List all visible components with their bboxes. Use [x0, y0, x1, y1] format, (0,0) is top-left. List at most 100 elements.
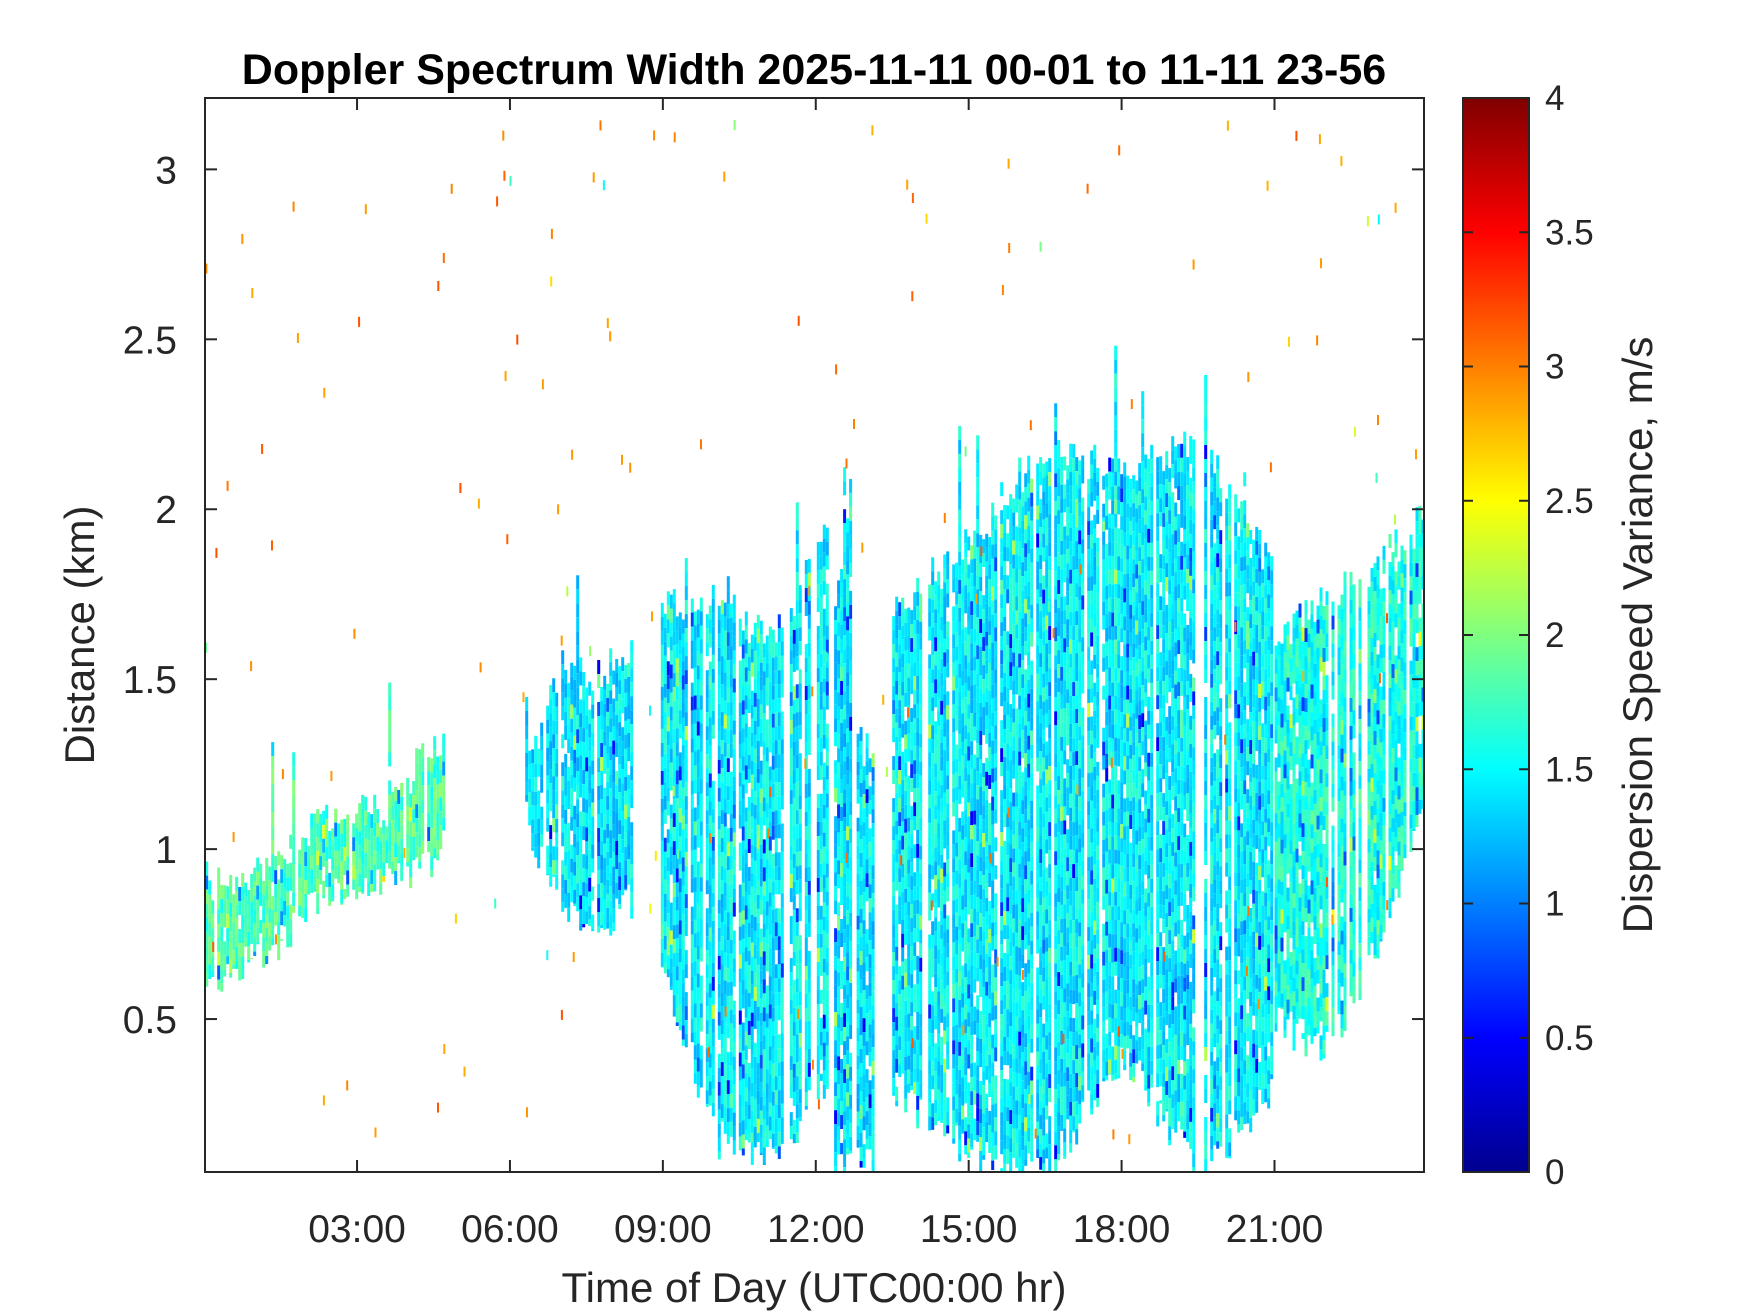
echo-cell [1039, 597, 1043, 612]
echo-cell [934, 693, 938, 708]
echo-cell [834, 872, 838, 887]
echo-cell [771, 825, 775, 840]
echo-cell [961, 923, 965, 938]
echo-cell [946, 803, 950, 818]
echo-cell [765, 1097, 769, 1112]
echo-cell [376, 837, 380, 851]
echo-cell [816, 584, 820, 598]
echo-cell [729, 1135, 733, 1137]
echo-cell [979, 913, 983, 927]
echo-cell [931, 795, 935, 810]
echo-cell [961, 713, 965, 728]
echo-cell [837, 1084, 841, 1099]
echo-cell [1036, 715, 1040, 730]
echo-cell [666, 871, 670, 886]
echo-cell [675, 994, 679, 1009]
echo-cell [946, 593, 950, 608]
echo-cell [573, 833, 577, 848]
echo-cell [741, 1092, 745, 1107]
echo-cell [690, 724, 694, 739]
echo-cell [717, 1123, 721, 1138]
echo-cell [970, 937, 974, 952]
echo-cell [388, 752, 392, 767]
echo-cell [871, 1005, 875, 1020]
echo-cell [916, 591, 920, 606]
echo-cell [1036, 1121, 1040, 1136]
echo-cell [991, 558, 995, 573]
echo-cell [940, 644, 944, 659]
echo-cell [892, 644, 896, 659]
echo-cell [843, 663, 847, 678]
echo-cell [666, 717, 670, 732]
echo-cell [976, 925, 980, 940]
echo-cell [859, 1091, 863, 1105]
echo-cell [427, 757, 431, 772]
echo-cell [988, 691, 992, 705]
echo-cell [819, 877, 823, 892]
echo-cell [765, 817, 769, 832]
echo-cell [750, 998, 754, 1013]
echo-cell [627, 733, 631, 747]
echo-cell [433, 848, 437, 859]
echo-cell [711, 1004, 715, 1019]
echo-cell [807, 964, 811, 979]
echo-cell [561, 678, 565, 693]
echo-cell [1012, 848, 1016, 863]
echo-cell [895, 1002, 899, 1017]
echo-cell [753, 636, 757, 651]
echo-cell [1030, 1066, 1034, 1081]
echo-cell [849, 478, 853, 493]
echo-cell [1030, 730, 1034, 745]
echo-cell [892, 966, 896, 981]
echo-cell [934, 763, 938, 778]
echo-cell [525, 795, 529, 802]
echo-cell [226, 914, 230, 929]
echo-cell [913, 914, 917, 929]
echo-cell [892, 798, 896, 813]
echo-cell [777, 1118, 781, 1133]
echo-cell [901, 821, 905, 836]
echo-cell [316, 879, 320, 894]
echo-cell [985, 799, 989, 814]
echo-cell [609, 900, 613, 915]
echo-cell [705, 838, 709, 853]
echo-cell [289, 876, 293, 891]
echo-cell [859, 895, 863, 909]
echo-cell [1012, 512, 1016, 527]
echo-cell [976, 1107, 980, 1122]
echo-cell [726, 758, 730, 773]
echo-cell [322, 880, 326, 895]
echo-cell [825, 751, 829, 766]
echo-cell [609, 830, 613, 845]
echo-cell [756, 1118, 760, 1133]
echo-cell [982, 679, 986, 694]
echo-cell [382, 834, 386, 849]
echo-cell [822, 874, 826, 889]
echo-cell [937, 711, 941, 726]
echo-cell [1036, 547, 1040, 562]
echo-cell [624, 776, 628, 791]
echo-cell [753, 1112, 757, 1127]
echo-cell [621, 657, 625, 672]
echo-cell [1024, 697, 1028, 712]
echo-cell [789, 1042, 793, 1057]
echo-cell [804, 1008, 808, 1022]
echo-cell [825, 695, 829, 710]
echo-cell [819, 905, 823, 920]
echo-cell [1036, 883, 1040, 898]
echo-cell [567, 837, 571, 851]
echo-cell [859, 1161, 863, 1168]
echo-cell [840, 1115, 844, 1129]
echo-cell [552, 846, 556, 861]
echo-cell [895, 624, 899, 639]
echo-cell [1030, 506, 1034, 521]
echo-cell [747, 895, 751, 909]
echo-cell [765, 999, 769, 1014]
echo-cell [708, 955, 712, 970]
echo-cell [837, 1056, 841, 1071]
echo-cell [723, 616, 727, 631]
echo-cell [720, 964, 724, 979]
echo-cell [684, 698, 688, 713]
echo-cell [819, 849, 823, 864]
echo-cell [1006, 883, 1010, 898]
